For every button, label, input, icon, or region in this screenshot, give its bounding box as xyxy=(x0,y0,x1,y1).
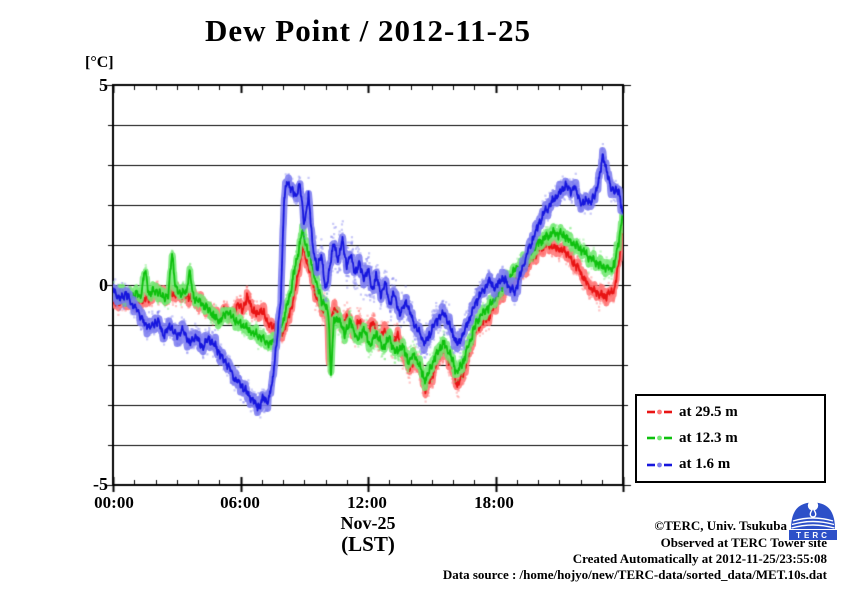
footer-data-source-path: Data source : /home/hojyo/new/TERC-data/… xyxy=(442,567,827,582)
line-dot-marker-icon xyxy=(647,409,672,415)
x-tick-label-1200: 12:00 xyxy=(347,493,387,512)
legend-box: at 29.5 m at 12.3 m at 1.6 m xyxy=(635,394,826,483)
y-axis-unit-label: [°C] xyxy=(85,54,114,71)
x-axis-timezone-label: (LST) xyxy=(341,532,395,556)
chart-title: Dew Point / 2012-11-25 xyxy=(205,13,531,48)
line-dot-marker-icon xyxy=(647,436,672,441)
y-tick-label-minus5: -5 xyxy=(93,474,108,494)
terc-logo: TERC xyxy=(789,501,837,540)
legend-item-label: at 29.5 m xyxy=(679,403,738,420)
x-tick-label-0000: 00:00 xyxy=(94,493,134,512)
footer-observed-site: Observed at TERC Tower site xyxy=(660,535,827,550)
y-tick-label-0: 0 xyxy=(99,275,108,295)
legend-item-1-6m: at 1.6 m xyxy=(646,456,824,473)
legend-item-29-5m: at 29.5 m xyxy=(646,404,824,421)
x-tick-label-1800: 18:00 xyxy=(474,493,514,512)
legend-item-12-3m: at 12.3 m xyxy=(646,430,824,447)
line-dot-marker-icon xyxy=(647,462,672,468)
footer-created-timestamp: Created Automatically at 2012-11-25/23:5… xyxy=(572,551,827,566)
legend-item-label: at 12.3 m xyxy=(679,429,738,446)
y-tick-label-5: 5 xyxy=(99,75,108,95)
x-axis-date-label: Nov-25 xyxy=(340,513,396,533)
legend-item-label: at 1.6 m xyxy=(679,456,731,473)
x-tick-label-0600: 06:00 xyxy=(220,493,260,512)
terc-logo-text: TERC xyxy=(796,531,830,540)
footer-copyright: ©TERC, Univ. Tsukuba xyxy=(654,518,787,533)
